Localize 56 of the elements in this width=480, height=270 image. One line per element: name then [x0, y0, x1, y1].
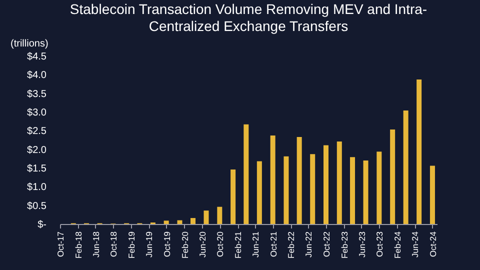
bar	[363, 160, 368, 224]
bar	[164, 220, 169, 224]
y-tick-label: $-	[38, 220, 46, 230]
y-tick-label: $1.5	[27, 164, 47, 174]
x-tick-label: Jun-19	[144, 231, 154, 258]
x-tick-label: Jun-21	[250, 231, 261, 258]
x-tick-label: Oct-22	[322, 231, 332, 258]
y-axis-title: (trillions)	[10, 38, 48, 50]
x-tick-label: Jun-22	[304, 231, 314, 258]
x-tick-label: Jun-20	[197, 231, 208, 258]
y-tick-label: $2.0	[27, 144, 47, 156]
x-tick-label: Oct-19	[162, 231, 172, 258]
x-tick-label: Jun-18	[90, 231, 101, 258]
x-tick-label: Feb-19	[126, 231, 137, 258]
bar	[284, 156, 289, 224]
y-tick-label: $3.5	[27, 88, 47, 100]
y-tick-label: $1.0	[27, 182, 47, 194]
bar	[204, 210, 209, 224]
bar	[256, 161, 262, 224]
x-tick-label: Feb-20	[180, 231, 190, 258]
text: Stablecoin Transaction Volume Removing MEV and Intra-	[70, 1, 428, 17]
y-tick-label: $0.5	[27, 200, 47, 212]
x-tick-label: Feb-24	[392, 231, 403, 258]
x-tick-label: Feb-23	[339, 231, 350, 258]
x-tick-label: Feb-22	[286, 231, 296, 258]
bar	[350, 157, 356, 224]
bar	[177, 220, 182, 224]
bar	[217, 206, 222, 224]
bar	[324, 145, 328, 224]
bar	[310, 154, 316, 224]
x-tick-label: Oct-17	[56, 231, 66, 258]
bar	[336, 141, 342, 224]
bar	[190, 218, 196, 224]
bar	[430, 166, 435, 224]
y-tick-label: $3.0	[27, 108, 47, 118]
x-tick-label: Feb-18	[73, 231, 84, 258]
bar	[390, 130, 396, 224]
x-tick-label: Jun-23	[356, 231, 367, 258]
y-tick-label: $4.0	[27, 70, 47, 82]
x-tick-label: Oct-18	[108, 231, 119, 258]
x-tick-label: Oct-24	[428, 231, 438, 258]
bar	[416, 80, 422, 224]
x-tick-label: Oct-21	[268, 231, 278, 258]
x-tick-label: Jun-24	[410, 231, 420, 258]
bar	[270, 136, 276, 224]
bar	[296, 137, 302, 224]
y-tick-label: $4.5	[27, 52, 47, 62]
bar	[244, 124, 249, 224]
x-tick-label: Oct-23	[374, 231, 385, 258]
bar	[403, 110, 408, 224]
bar	[376, 152, 382, 224]
x-tick-label: Feb-21	[233, 231, 244, 258]
bar	[230, 169, 236, 224]
y-tick-label: $2.5	[27, 126, 47, 138]
x-tick-label: Oct-20	[215, 231, 226, 258]
text: Centralized Exchange Transfers	[148, 18, 348, 34]
